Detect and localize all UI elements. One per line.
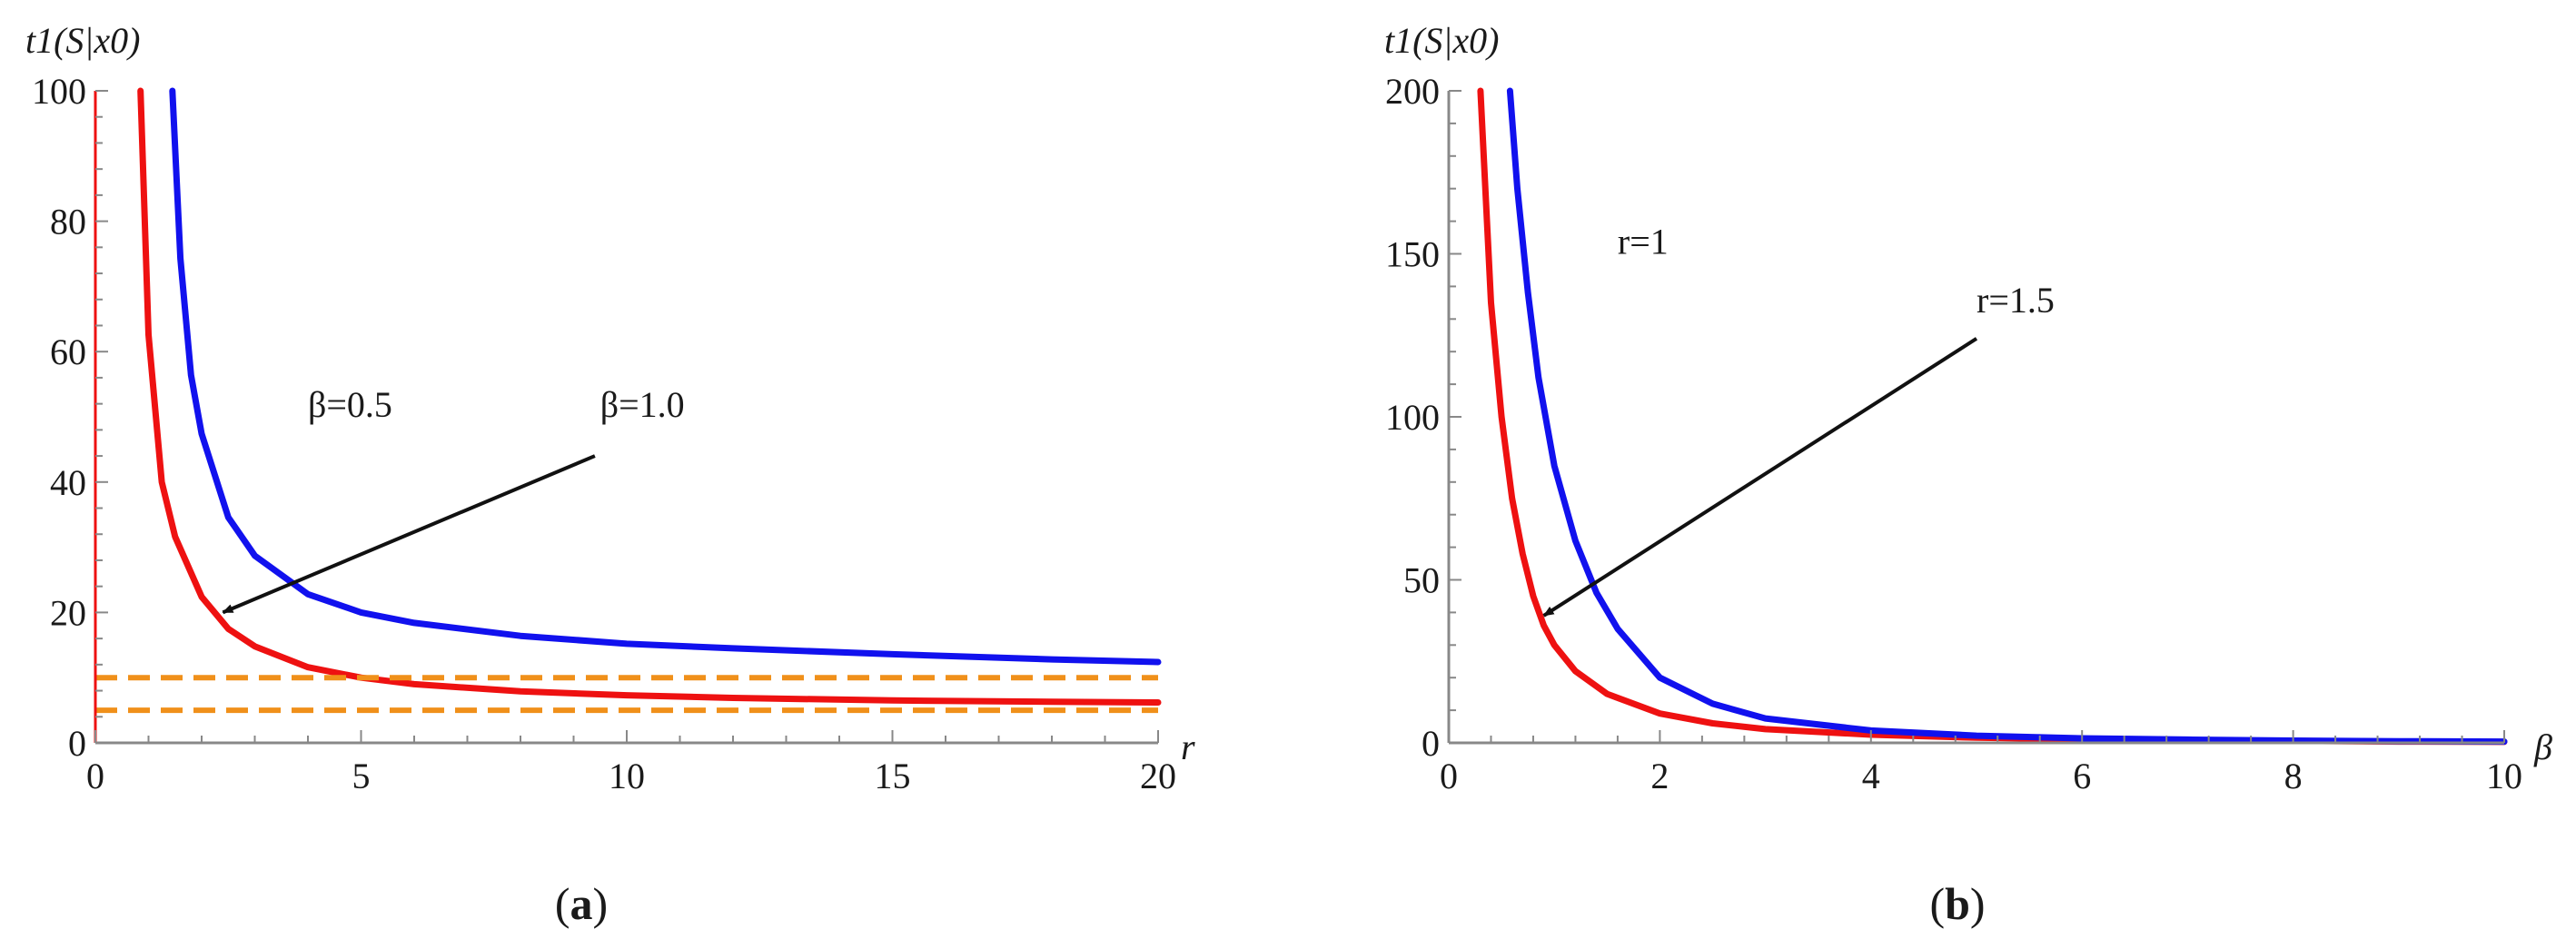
panel-caption-a: (a) xyxy=(555,878,608,929)
y-axis-label-b: t1(S|x0) xyxy=(1384,20,1500,61)
x-tick-label-b: 10 xyxy=(2486,756,2522,796)
y-tick-label-a: 20 xyxy=(50,592,86,633)
x-tick-label-b: 6 xyxy=(2073,756,2091,796)
x-tick-label-b: 0 xyxy=(1440,756,1458,796)
y-tick-label-b: 100 xyxy=(1385,397,1440,438)
x-tick-label-b: 2 xyxy=(1650,756,1669,796)
y-tick-label-b: 150 xyxy=(1385,234,1440,275)
y-tick-label-a: 60 xyxy=(50,331,86,372)
annotation-r-1: r=1 xyxy=(1618,222,1669,262)
chart-panel-a: 0 5 10 15 20 0 20 40 60 80 100 t1(S|x0) r β=0.5 β=… xyxy=(25,20,1195,929)
x-axis-label-a: r xyxy=(1181,727,1195,767)
annotation-beta-0-5: β=0.5 xyxy=(308,384,392,425)
annotation-beta-1-0: β=1.0 xyxy=(600,384,685,425)
panel-letter-a: a xyxy=(570,878,593,929)
x-tick-label-a: 10 xyxy=(609,756,645,796)
series-line-a-0 xyxy=(137,87,1162,706)
series-line-a-1 xyxy=(169,87,1162,666)
y-axis-label-a: t1(S|x0) xyxy=(25,20,141,61)
series-line-b-1 xyxy=(1506,87,2508,746)
x-tick-label-a: 0 xyxy=(86,756,104,796)
x-tick-label-a: 15 xyxy=(875,756,911,796)
panel-caption-b: (b) xyxy=(1929,878,1985,929)
y-tick-label-b: 50 xyxy=(1403,560,1440,601)
y-tick-label-a: 40 xyxy=(50,462,86,503)
y-tick-label-a: 100 xyxy=(32,71,86,112)
annotation-r-1-5: r=1.5 xyxy=(1977,280,2055,321)
y-tick-label-a: 0 xyxy=(68,723,86,764)
x-tick-label-a: 20 xyxy=(1140,756,1176,796)
arrow-a xyxy=(222,454,596,615)
arrow-b xyxy=(1542,337,1978,618)
y-tick-label-a: 80 xyxy=(50,202,86,242)
panel-letter-b: b xyxy=(1945,878,1970,929)
y-tick-label-b: 200 xyxy=(1385,71,1440,112)
x-axis-label-b: β xyxy=(2533,727,2552,767)
x-tick-label-a: 5 xyxy=(352,756,371,796)
y-tick-label-b: 0 xyxy=(1422,723,1440,764)
x-tick-label-b: 8 xyxy=(2284,756,2303,796)
x-tick-label-b: 4 xyxy=(1862,756,1880,796)
